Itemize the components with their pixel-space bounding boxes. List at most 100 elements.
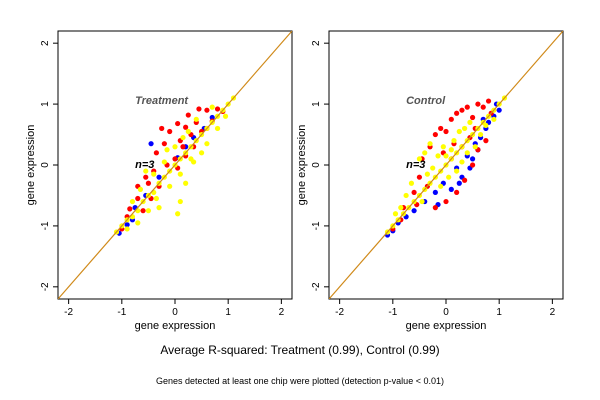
scatter-point <box>424 171 430 177</box>
scatter-point <box>448 116 454 122</box>
scatter-point <box>188 156 194 162</box>
x-tick-label: 0 <box>443 307 449 318</box>
scatter-point <box>443 198 449 205</box>
y-tick-label: 0 <box>311 162 322 168</box>
footnote-caption: Genes detected at least one chip were pl… <box>156 376 444 386</box>
y-tick-label: -2 <box>40 282 51 291</box>
scatter-point <box>419 198 425 205</box>
scatter-point <box>156 205 162 211</box>
scatter-point <box>156 174 162 180</box>
scatter-point <box>172 144 178 150</box>
x-tick-label: 1 <box>496 307 502 318</box>
scatter-point <box>462 125 468 132</box>
scatter-point <box>185 128 191 135</box>
panel-title: Control <box>406 95 446 107</box>
scatter-point <box>472 144 478 150</box>
scatter-point <box>448 147 454 153</box>
x-tick-label: -2 <box>335 307 344 318</box>
scatter-point <box>443 153 449 159</box>
scatter-point <box>183 124 189 130</box>
scatter-point <box>185 112 191 118</box>
scatter-point <box>440 144 446 150</box>
x-tick-label: 1 <box>225 307 231 318</box>
y-axis-title: gene expression <box>296 125 308 206</box>
scatter-point <box>145 180 152 186</box>
scatter-point <box>183 180 189 186</box>
scatter-point <box>483 122 489 129</box>
scatter-point <box>175 211 181 217</box>
scatter-point <box>403 192 409 199</box>
scatter-point <box>140 208 146 214</box>
scatter-point <box>467 119 473 125</box>
scatter-point <box>177 171 183 177</box>
x-axis-title: gene expression <box>135 320 216 332</box>
scatter-point <box>145 208 152 214</box>
scatter-point <box>135 220 141 226</box>
x-tick-label: 2 <box>550 307 556 318</box>
scatter-point <box>446 174 452 180</box>
y-tick-label: -2 <box>311 282 322 291</box>
scatter-point <box>392 211 399 217</box>
scatter-point <box>137 186 144 192</box>
scatter-point <box>167 128 173 135</box>
y-tick-label: 0 <box>40 162 51 168</box>
scatter-point <box>464 104 470 110</box>
scatter-point <box>451 138 457 144</box>
scatter-point <box>496 107 502 113</box>
scatter-point <box>151 171 157 177</box>
panel-title: Treatment <box>135 95 189 107</box>
scatter-point <box>491 116 497 122</box>
scatter-point <box>438 183 444 189</box>
scatter-point <box>459 159 465 165</box>
scatter-point <box>464 150 470 156</box>
y-tick-label: 2 <box>311 40 322 46</box>
scatter-point <box>214 125 221 132</box>
scatter-point <box>469 162 476 168</box>
scatter-point <box>459 107 465 113</box>
x-tick-label: -1 <box>388 307 397 318</box>
scatter-point <box>222 113 229 119</box>
scatter-point <box>408 180 415 186</box>
scatter-point <box>411 189 417 196</box>
scatter-point <box>214 106 221 112</box>
scatter-point <box>209 104 215 110</box>
scatter-point <box>475 101 481 107</box>
scatter-point <box>480 104 486 110</box>
scatter-point <box>135 195 141 202</box>
scatter-point <box>124 222 130 228</box>
scatter-point <box>398 205 404 211</box>
x-tick-label: -2 <box>64 307 73 318</box>
scatter-point <box>177 198 183 205</box>
scatter-point <box>469 156 476 162</box>
identity-line <box>58 31 292 299</box>
scatter-point <box>435 153 441 159</box>
scatter-point <box>411 208 417 214</box>
y-axis-title: gene expression <box>25 125 37 206</box>
scatter-point <box>172 156 178 162</box>
plot-area <box>58 31 292 299</box>
x-tick-label: 2 <box>279 307 285 318</box>
y-tick-label: -1 <box>40 221 51 230</box>
scatter-point <box>153 195 159 202</box>
scatter-point <box>175 120 181 127</box>
scatter-point <box>454 168 460 174</box>
scatter-point <box>204 107 210 113</box>
y-tick-label: 1 <box>311 101 322 107</box>
scatter-point <box>462 177 468 183</box>
scatter-point <box>432 189 438 196</box>
scatter-point <box>456 128 462 135</box>
scatter-point <box>180 144 186 150</box>
scatter-point <box>196 106 202 112</box>
scatter-point <box>443 128 449 135</box>
scatter-point <box>456 180 462 186</box>
scatter-point <box>161 141 167 147</box>
scatter-point <box>164 147 170 153</box>
scatter-point <box>204 141 210 147</box>
scatter-point <box>143 168 149 174</box>
scatter-point <box>167 183 173 189</box>
scatter-point <box>432 131 438 138</box>
scatter-point <box>448 186 454 192</box>
control-scatter-panel: -2 -1 0 1 2 -2 -1 0 1 2 gene expression gene expres… <box>296 30 564 332</box>
scatter-point <box>129 198 136 205</box>
